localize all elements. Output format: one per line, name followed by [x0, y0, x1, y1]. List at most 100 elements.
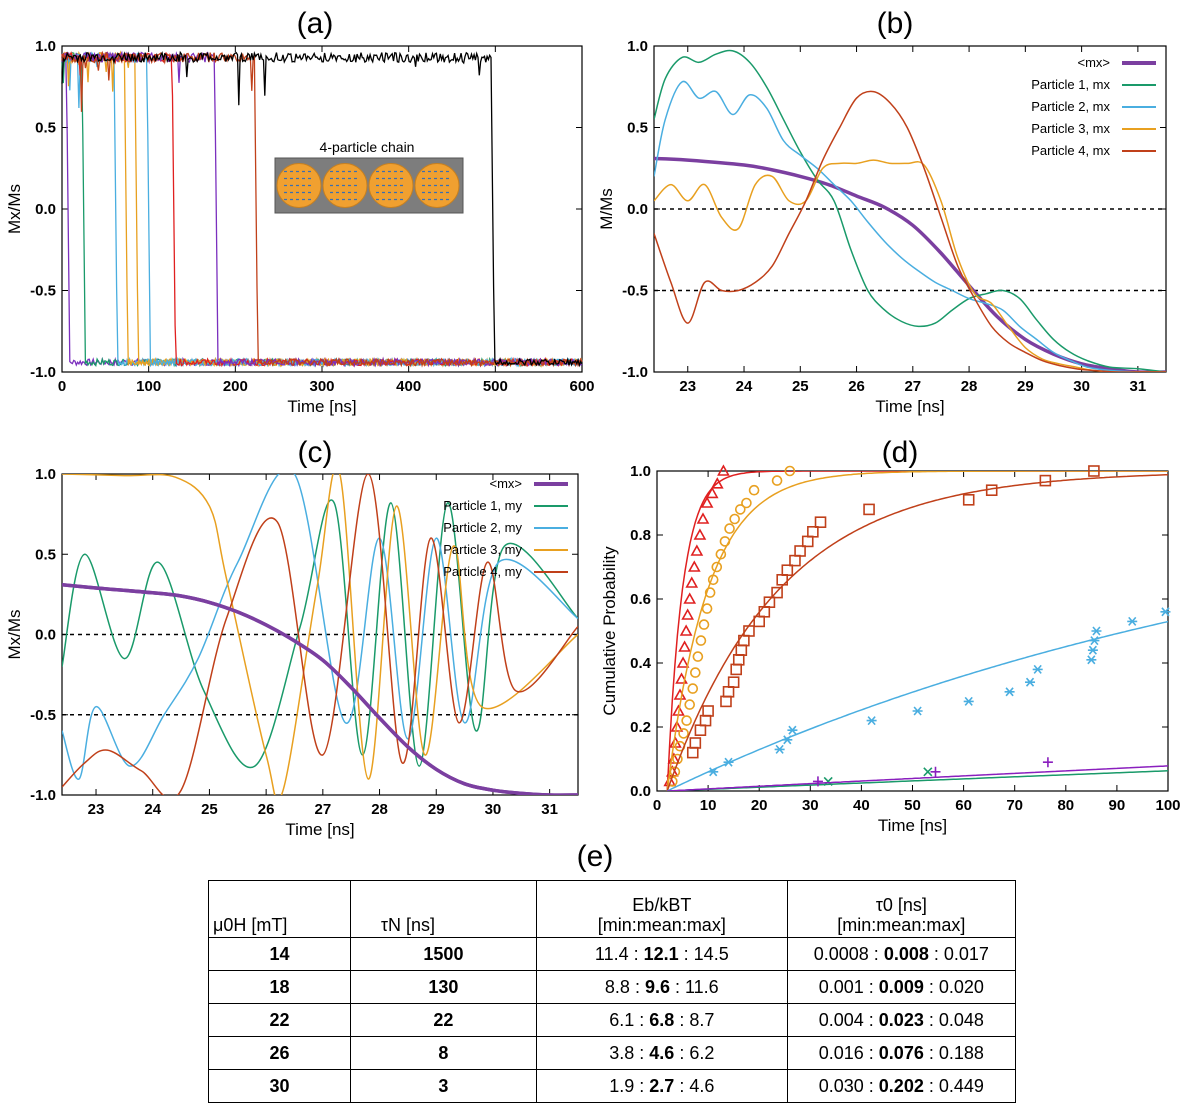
- x-tick-label: 30: [802, 797, 819, 814]
- data-point: [1042, 757, 1053, 768]
- y-axis-label: Mx/Ms: [5, 184, 24, 234]
- legend-label: Particle 3, my: [443, 542, 522, 557]
- x-axis-label: Time [ns]: [285, 820, 354, 839]
- data-point: [681, 715, 692, 726]
- table-row: 22 22 6.1 : 6.8 : 8.7 0.004 : 0.023 : 0.048: [208, 1003, 1017, 1037]
- y-tick-label: 0.5: [35, 546, 56, 563]
- data-point: [699, 714, 712, 727]
- series-line: [654, 80, 1166, 372]
- panel-b-title: (b): [877, 7, 914, 40]
- table-row: 30 3 1.9 : 2.7 : 4.6 0.030 : 0.202 : 0.449: [208, 1069, 1017, 1103]
- data-point: [782, 735, 793, 745]
- data-point: [705, 486, 719, 499]
- data-point: [912, 706, 923, 716]
- cell-field: 18: [208, 970, 351, 1004]
- x-tick-label: 40: [853, 797, 870, 814]
- data-point: [1089, 636, 1100, 646]
- data-point: [690, 667, 701, 678]
- y-tick-label: 1.0: [627, 38, 648, 55]
- y-tick-label: 0.8: [630, 527, 651, 544]
- x-tick-label: 300: [309, 378, 334, 395]
- data-point: [1087, 645, 1098, 655]
- legend-label: Particle 4, mx: [1031, 143, 1110, 158]
- data-point: [681, 608, 695, 620]
- data-point: [707, 574, 719, 586]
- x-tick-label: 0: [653, 797, 661, 814]
- x-tick-label: 30: [1073, 378, 1090, 395]
- table-row: 14 1500 11.4 : 12.1 : 14.5 0.0008 : 0.008 :…: [208, 937, 1017, 971]
- x-tick-label: 400: [396, 378, 421, 395]
- header-eb: Eb/kBT [min:mean:max]: [535, 880, 788, 938]
- data-point: [685, 576, 699, 588]
- panel-c-chart: 23 24 25 26 27 28 29 30 31 1.0 0.5 0.0 -0.5 -1.0 Time …: [5, 466, 579, 839]
- legend-label: Particle 4, my: [443, 564, 522, 579]
- x-tick-label: 80: [1057, 797, 1074, 814]
- y-tick-label: 1.0: [35, 38, 56, 55]
- data-point: [985, 484, 998, 497]
- data-point: [1032, 664, 1043, 674]
- data-point: [730, 663, 743, 676]
- panel-a-chart: 0 100 200 300 400 500 600 1.0 0.5 0.0 -0.5 -1.0 Time…: [5, 38, 595, 416]
- fit-curve: [667, 765, 1168, 791]
- cell-tau-n: 130: [349, 970, 537, 1004]
- legend-label: Particle 1, mx: [1031, 77, 1110, 92]
- x-tick-label: 23: [88, 801, 105, 818]
- header-tau0: τ0 [ns] [min:mean:max]: [786, 880, 1017, 938]
- data-point: [717, 464, 730, 476]
- cell-tau0: 0.0008 : 0.008 : 0.017: [786, 937, 1017, 971]
- data-point: [698, 619, 710, 630]
- cell-tau0: 0.030 : 0.202 : 0.449: [786, 1069, 1017, 1103]
- data-point: [673, 688, 687, 700]
- data-point: [724, 523, 735, 534]
- data-point: [675, 672, 688, 684]
- panel-e-title: (e): [576, 840, 614, 873]
- series-line: [62, 499, 578, 769]
- data-point: [774, 744, 785, 754]
- data-point: [771, 475, 783, 486]
- series-line: [654, 156, 1166, 372]
- x-tick-label: 100: [1155, 797, 1180, 814]
- x-tick-label: 31: [541, 801, 558, 818]
- x-tick-label: 0: [58, 378, 66, 395]
- panel-d-chart: 0 10 20 30 40 50 60 70 80 90 100 0.0 0.2 0.4 0.6 0.8 1.0…: [600, 463, 1181, 835]
- data-point: [1127, 616, 1138, 626]
- data-point: [784, 465, 796, 477]
- data-point: [1025, 677, 1036, 687]
- fit-curve: [666, 471, 1168, 791]
- x-tick-label: 26: [258, 801, 275, 818]
- header-tau-n: τN [ns]: [349, 880, 537, 938]
- series-line: [654, 90, 1166, 372]
- y-axis-label: M/Ms: [597, 188, 616, 230]
- x-axis-label: Time [ns]: [287, 397, 356, 416]
- legend-label: Particle 1, my: [443, 498, 522, 513]
- inset-label: 4-particle chain: [320, 139, 415, 155]
- data-point: [670, 720, 684, 732]
- data-point: [710, 477, 724, 489]
- fit-curve: [666, 473, 1168, 791]
- data-point: [692, 651, 704, 662]
- y-tick-label: -1.0: [622, 364, 648, 381]
- cell-field: 14: [208, 937, 351, 971]
- x-tick-label: 90: [1109, 797, 1126, 814]
- data-point: [771, 586, 783, 599]
- panel-a-title: (a): [297, 7, 334, 40]
- data-point: [930, 766, 941, 777]
- x-tick-label: 27: [314, 801, 331, 818]
- parameter-table: μ0H [mT] τN [ns] Eb/kBT [min:mean:max] τ0…: [208, 880, 1017, 1103]
- legend-label: Particle 2, mx: [1031, 99, 1110, 114]
- trace-group: [61, 50, 583, 368]
- x-tick-label: 50: [904, 797, 921, 814]
- y-tick-label: -0.5: [30, 283, 56, 300]
- legend-label: Particle 2, my: [443, 520, 522, 535]
- y-axis-label: Mx/Ms: [5, 609, 24, 659]
- y-tick-label: -0.5: [30, 707, 56, 724]
- data-point: [741, 497, 752, 509]
- cell-tau0: 0.004 : 0.023 : 0.048: [786, 1003, 1017, 1037]
- data-point: [962, 493, 975, 506]
- series-line: [654, 49, 1166, 372]
- data-point: [693, 528, 707, 540]
- y-tick-label: 0.2: [630, 719, 651, 736]
- x-tick-label: 70: [1006, 797, 1023, 814]
- data-point: [753, 615, 766, 628]
- data-point: [684, 699, 696, 710]
